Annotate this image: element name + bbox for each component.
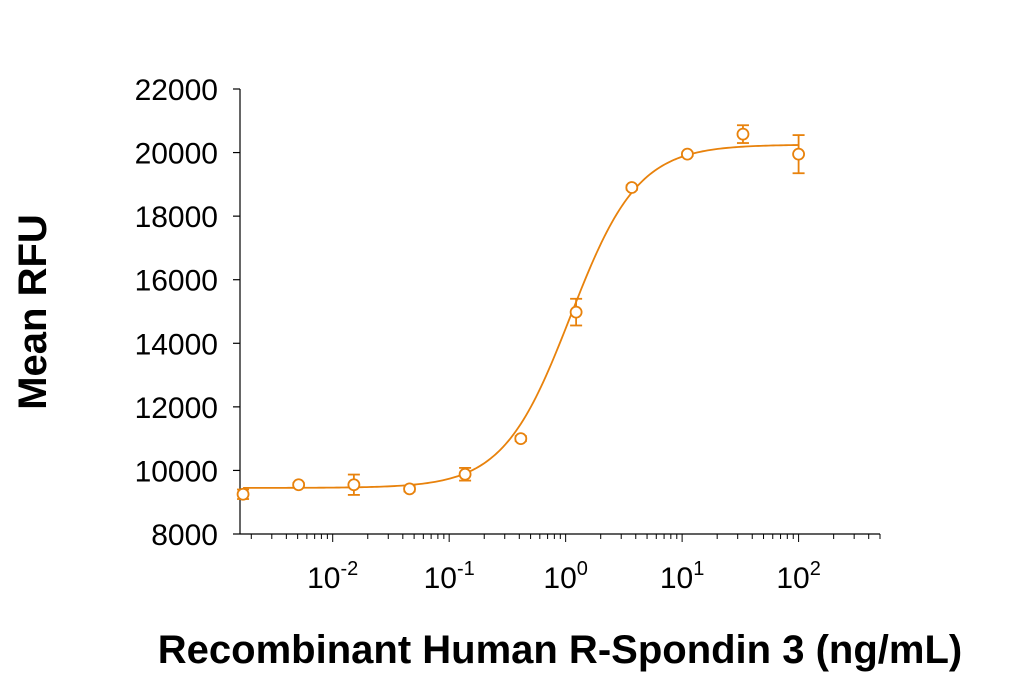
y-axis-title: Mean RFU bbox=[11, 214, 55, 410]
data-point bbox=[680, 147, 694, 161]
data-point bbox=[514, 432, 528, 446]
data-point bbox=[792, 134, 805, 175]
data-marker bbox=[236, 487, 250, 501]
y-tick-label: 8000 bbox=[151, 519, 218, 552]
data-marker bbox=[792, 147, 805, 161]
fit-curve bbox=[243, 144, 799, 489]
y-tick-label: 10000 bbox=[135, 455, 218, 488]
y-tick-label: 14000 bbox=[135, 328, 218, 361]
x-axis: 10-2 10-1 100 101 102 bbox=[240, 533, 881, 595]
x-tick-label: 100 bbox=[543, 558, 588, 595]
data-point bbox=[458, 466, 472, 482]
data-point bbox=[292, 478, 306, 492]
x-tick-label: 10-2 bbox=[307, 558, 358, 595]
y-tick-label: 20000 bbox=[135, 138, 218, 171]
data-point bbox=[347, 473, 361, 496]
data-marker bbox=[625, 181, 639, 194]
data-marker bbox=[736, 127, 750, 141]
data-marker bbox=[292, 478, 306, 492]
data-marker bbox=[569, 305, 583, 319]
x-tick-label: 10-1 bbox=[424, 558, 475, 595]
y-tick-label: 12000 bbox=[135, 392, 218, 425]
data-marker bbox=[347, 478, 361, 492]
y-tick-label: 18000 bbox=[135, 201, 218, 234]
x-axis-title: Recombinant Human R-Spondin 3 (ng/mL) bbox=[158, 628, 962, 672]
data-point bbox=[236, 487, 250, 501]
x-tick-label: 102 bbox=[776, 558, 821, 595]
x-tick-label: 101 bbox=[660, 558, 705, 595]
data-point bbox=[403, 482, 416, 496]
y-tick-label: 16000 bbox=[135, 265, 218, 298]
data-point bbox=[569, 297, 583, 327]
fit-curve-group bbox=[243, 144, 799, 489]
y-axis: 8000 10000 12000 14000 16000 18000 20000 22000 bbox=[135, 74, 241, 552]
data-marker bbox=[680, 147, 694, 161]
data-marker bbox=[458, 467, 472, 481]
data-point bbox=[625, 181, 639, 194]
y-tick-label: 22000 bbox=[135, 74, 218, 107]
data-points bbox=[236, 124, 805, 501]
data-marker bbox=[514, 432, 528, 446]
data-marker bbox=[403, 482, 416, 496]
data-point bbox=[736, 124, 750, 144]
